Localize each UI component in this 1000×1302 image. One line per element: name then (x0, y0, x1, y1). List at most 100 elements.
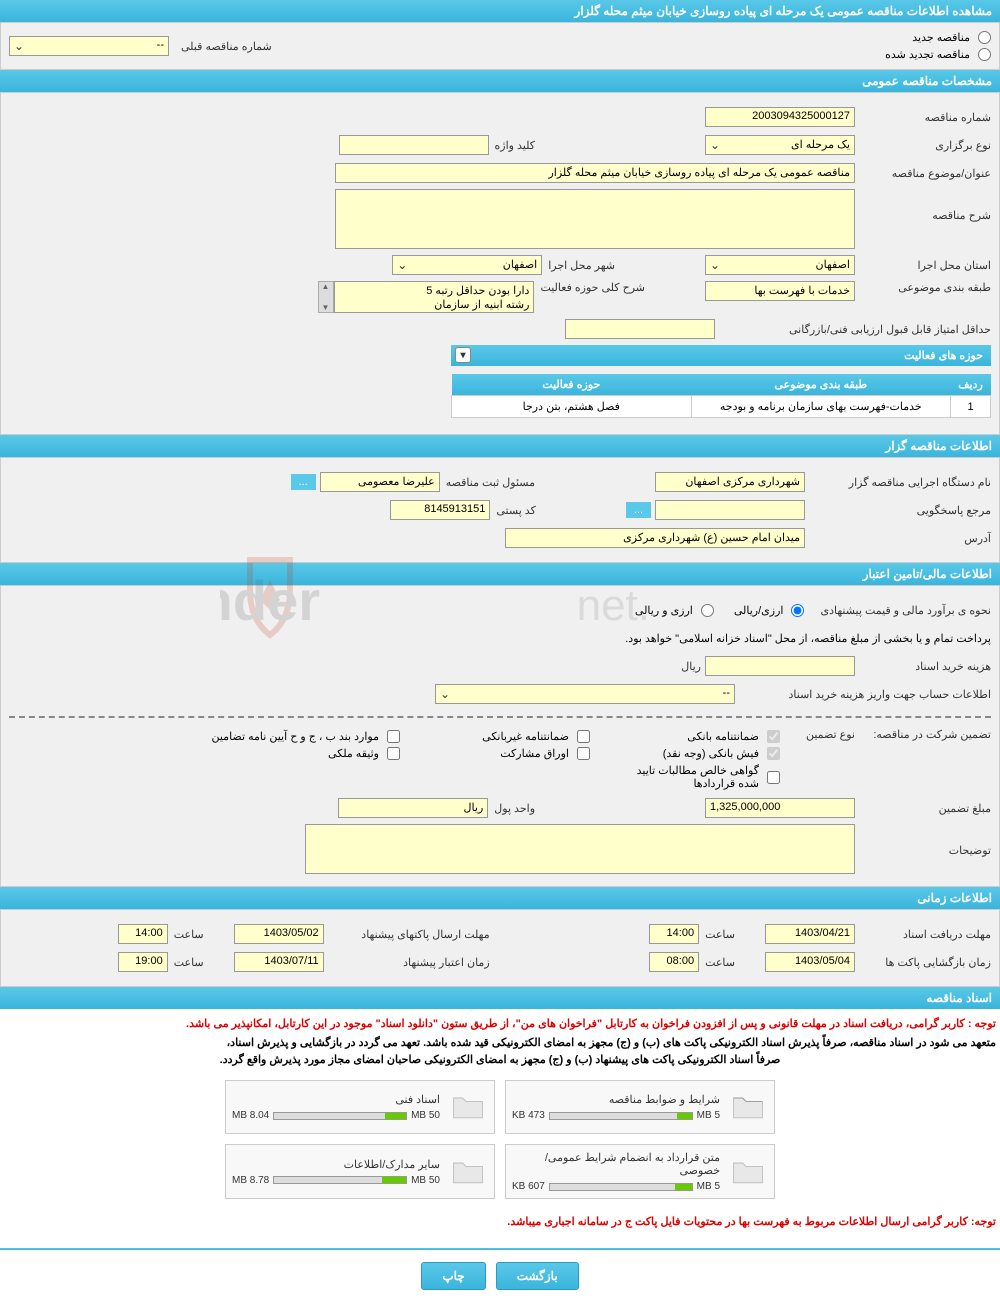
holding-type-dropdown[interactable]: یک مرحله ای (705, 135, 855, 155)
radio-rial-input[interactable] (791, 604, 804, 617)
doc-notice3: صرفاً اسناد الکترونیکی پاکت های پیشنهاد … (4, 1051, 996, 1068)
chk-bank-receipt-input[interactable] (767, 747, 780, 760)
account-value: -- (723, 687, 730, 699)
file-card[interactable]: شرایط و ضوابط مناقصه 5 MB 473 KB (505, 1080, 775, 1134)
section-general-title: مشخصات مناقصه عمومی (862, 74, 992, 88)
keyword-label: کلید واژه (495, 139, 535, 152)
keyword-field[interactable] (339, 135, 489, 155)
radio-new-tender-input[interactable] (978, 31, 991, 44)
page-title: مشاهده اطلاعات مناقصه عمومی یک مرحله ای … (575, 4, 992, 18)
activity-scope-scrollbar[interactable] (318, 281, 334, 313)
chk-net-claims[interactable]: گواهی خالص مطالبات تایید شده قراردادها (620, 764, 780, 790)
purchase-cost-label: هزینه خرید اسناد (861, 660, 991, 673)
file-bar-fill (677, 1113, 691, 1119)
radio-renewed-tender-label: مناقصه تجدید شده (885, 48, 970, 61)
city-dropdown[interactable]: اصفهان (392, 255, 542, 275)
chk-bank-receipt-label: فیش بانکی (وجه نقد) (663, 747, 759, 760)
radio-foreign-label: ارزی و ریالی (635, 604, 693, 617)
activities-table-title: حوزه های فعالیت (904, 350, 983, 362)
unit-value: ریال (338, 798, 488, 818)
activity-scope-field: دارا بودن حداقل رتبه 5 رشته ابنیه از ساز… (334, 281, 534, 313)
folder-icon (448, 1152, 488, 1192)
validity-date: 1403/07/11 (234, 952, 324, 972)
file-size: 8.78 MB (232, 1175, 269, 1186)
guarantee-type-label: نوع تضمین (806, 728, 855, 741)
folder-icon (728, 1087, 768, 1127)
notes-label: توضیحات (861, 824, 991, 857)
file-bar-track (549, 1183, 693, 1191)
chk-bank-guarantee-input[interactable] (767, 730, 780, 743)
notes-textarea[interactable] (305, 824, 855, 874)
back-button[interactable]: بازگشت (496, 1262, 579, 1290)
chk-cases-bcd[interactable]: موارد بند ب ، ج و ح آیین نامه تضامین (200, 730, 400, 743)
chk-nonbank-guarantee[interactable]: ضمانتنامه غیربانکی (430, 730, 590, 743)
chk-participation-bonds-input[interactable] (577, 747, 590, 760)
estimate-label: نحوه ی برآورد مالی و قیمت پیشنهادی (820, 604, 991, 617)
file-title: شرایط و ضوابط مناقصه (512, 1093, 720, 1106)
print-button[interactable]: چاپ (421, 1262, 485, 1290)
file-bar-fill (382, 1177, 406, 1183)
purchase-cost-field[interactable] (705, 656, 855, 676)
minimize-icon[interactable]: ▾ (455, 347, 471, 363)
file-bar-fill (385, 1113, 406, 1119)
responder-popup-button[interactable]: ... (626, 502, 651, 518)
category-value: خدمات با فهرست بها (705, 281, 855, 301)
agency-label: نام دستگاه اجرایی مناقصه گزار (811, 476, 991, 489)
chk-net-claims-label: گواهی خالص مطالبات تایید شده قراردادها (620, 764, 759, 790)
file-title: متن قرارداد به انضمام شرایط عمومی/خصوصی (512, 1151, 720, 1177)
section-financial-header: اطلاعات مالی/تامین اعتبار (0, 563, 1000, 585)
opening-date: 1403/05/04 (765, 952, 855, 972)
responder-label: مرجع پاسخگویی (811, 504, 991, 517)
section-timing-body: مهلت دریافت اسناد 1403/04/21 ساعت 14:00 … (0, 909, 1000, 987)
file-max: 50 MB (411, 1110, 440, 1121)
file-card[interactable]: متن قرارداد به انضمام شرایط عمومی/خصوصی … (505, 1144, 775, 1199)
file-card[interactable]: سایر مدارک/اطلاعات 50 MB 8.78 MB (225, 1144, 495, 1199)
file-max: 5 MB (697, 1110, 720, 1121)
section-general-header: مشخصات مناقصه عمومی (0, 70, 1000, 92)
file-size: 473 KB (512, 1110, 545, 1121)
doc-notice4: توجه: کاربر گرامی ارسال اطلاعات مربوط به… (4, 1211, 996, 1232)
chk-bank-receipt[interactable]: فیش بانکی (وجه نقد) (620, 747, 780, 760)
desc-textarea[interactable] (335, 189, 855, 249)
province-label: استان محل اجرا (861, 259, 991, 272)
activity-row-category: خدمات-فهرست بهای سازمان برنامه و بودجه (691, 396, 950, 418)
min-score-field[interactable] (565, 319, 715, 339)
receive-docs-time: 14:00 (649, 924, 699, 944)
tender-no-value: 2003094325000127 (705, 107, 855, 127)
chk-net-claims-input[interactable] (767, 771, 780, 784)
file-card[interactable]: اسناد فنی 50 MB 8.04 MB (225, 1080, 495, 1134)
activities-col-activity: حوزه فعالیت (452, 374, 692, 396)
activities-table-title-bar: حوزه های فعالیت ▾ (451, 345, 991, 366)
activities-table: ردیف طبقه بندی موضوعی حوزه فعالیت 1 خدما… (451, 374, 991, 418)
responder-field[interactable] (655, 500, 805, 520)
chk-participation-bonds[interactable]: اوراق مشارکت (430, 747, 590, 760)
chk-property-deposit-input[interactable] (387, 747, 400, 760)
radio-rial-label: ارزی/ریالی (734, 604, 784, 617)
activity-scope-label: شرح کلی حوزه فعالیت (540, 281, 645, 294)
receive-docs-label: مهلت دریافت اسناد (861, 928, 991, 941)
tender-type-radio-group: مناقصه جدید مناقصه تجدید شده (885, 31, 991, 61)
chk-property-deposit[interactable]: وثیقه ملکی (200, 747, 400, 760)
radio-foreign[interactable]: ارزی و ریالی (635, 604, 714, 617)
radio-foreign-input[interactable] (701, 604, 714, 617)
chk-nonbank-guarantee-input[interactable] (577, 730, 590, 743)
prev-tender-no-label: شماره مناقصه قبلی (181, 40, 272, 53)
chk-cases-bcd-input[interactable] (387, 730, 400, 743)
radio-renewed-tender[interactable]: مناقصه تجدید شده (885, 48, 991, 61)
section-financial-body: نحوه ی برآورد مالی و قیمت پیشنهادی ارزی/… (0, 585, 1000, 887)
radio-rial[interactable]: ارزی/ریالی (734, 604, 805, 617)
responsible-popup-button[interactable]: ... (291, 474, 316, 490)
validity-time: 19:00 (118, 952, 168, 972)
chk-participation-bonds-label: اوراق مشارکت (500, 747, 569, 760)
section-documents-body: توجه : کاربر گرامی، دریافت اسناد در مهلت… (0, 1009, 1000, 1236)
account-dropdown[interactable]: -- (435, 684, 735, 704)
chk-bank-guarantee[interactable]: ضمانتنامه بانکی (620, 730, 780, 743)
file-bar-track (549, 1112, 693, 1120)
province-dropdown[interactable]: اصفهان (705, 255, 855, 275)
prev-tender-no-dropdown[interactable]: -- (9, 36, 169, 56)
radio-new-tender[interactable]: مناقصه جدید (885, 31, 991, 44)
section-general-body: شماره مناقصه 2003094325000127 نوع برگزار… (0, 92, 1000, 435)
radio-renewed-tender-input[interactable] (978, 48, 991, 61)
activities-col-row: ردیف (951, 374, 991, 396)
province-value: اصفهان (816, 259, 850, 271)
